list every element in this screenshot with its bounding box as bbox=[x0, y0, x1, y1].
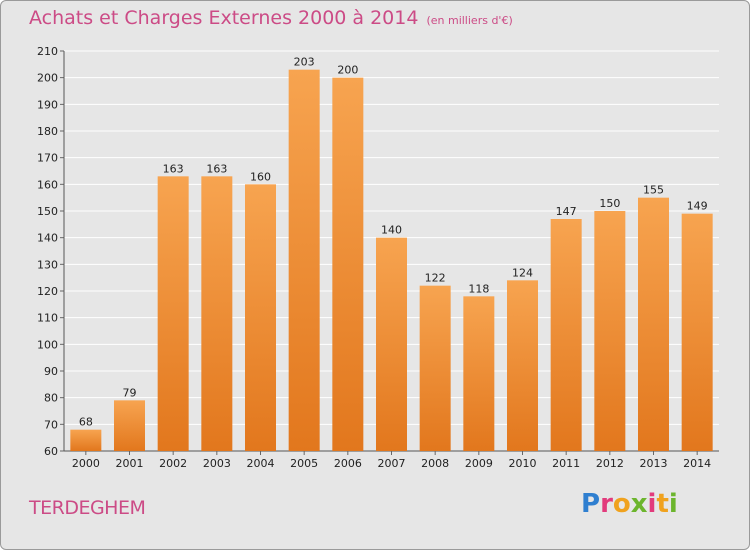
bar-value-label: 79 bbox=[123, 386, 137, 399]
bar-value-label: 163 bbox=[206, 162, 227, 175]
x-tick-label: 2008 bbox=[421, 457, 449, 470]
x-tick-label: 2002 bbox=[159, 457, 187, 470]
y-tick-label: 120 bbox=[37, 285, 58, 298]
logo-letter: i bbox=[668, 489, 678, 519]
bar-value-label: 68 bbox=[79, 416, 93, 429]
x-tick-label: 2000 bbox=[72, 457, 100, 470]
bar-value-label: 160 bbox=[250, 170, 271, 183]
bar bbox=[114, 400, 145, 451]
x-tick-label: 2006 bbox=[334, 457, 362, 470]
bar bbox=[594, 211, 626, 451]
y-tick-label: 80 bbox=[44, 392, 58, 405]
y-tick-label: 70 bbox=[44, 418, 58, 431]
y-tick-label: 150 bbox=[37, 205, 58, 218]
bar bbox=[681, 213, 713, 451]
bar bbox=[201, 176, 233, 452]
logo-letter: i bbox=[647, 489, 657, 519]
y-tick-label: 210 bbox=[37, 45, 58, 58]
x-tick-label: 2014 bbox=[683, 457, 711, 470]
x-tick-label: 2011 bbox=[552, 457, 580, 470]
logo-letter: x bbox=[630, 489, 648, 519]
chart-title: Achats et Charges Externes 2000 à 2014 (e… bbox=[29, 7, 513, 29]
x-tick-label: 2001 bbox=[116, 457, 144, 470]
place-name: TERDEGHEM bbox=[29, 497, 146, 519]
bar bbox=[288, 69, 320, 452]
y-tick-label: 170 bbox=[37, 152, 58, 165]
x-tick-label: 2004 bbox=[247, 457, 275, 470]
x-tick-label: 2007 bbox=[378, 457, 406, 470]
bar-value-label: 203 bbox=[294, 56, 315, 69]
x-tick-label: 2005 bbox=[290, 457, 318, 470]
bar bbox=[463, 296, 495, 451]
bar bbox=[157, 176, 189, 452]
bar bbox=[550, 219, 582, 451]
chart-title-text: Achats et Charges Externes 2000 à 2014 bbox=[29, 7, 419, 29]
y-tick-label: 90 bbox=[44, 365, 58, 378]
bar-value-label: 122 bbox=[425, 272, 446, 285]
bar bbox=[245, 184, 276, 452]
bar-value-label: 155 bbox=[643, 184, 664, 197]
y-tick-label: 100 bbox=[37, 338, 58, 351]
y-tick-label: 180 bbox=[37, 125, 58, 138]
y-tick-label: 60 bbox=[44, 445, 58, 458]
logo-letter: o bbox=[612, 489, 631, 519]
bar bbox=[332, 77, 364, 452]
y-tick-label: 190 bbox=[37, 98, 58, 111]
y-tick-label: 140 bbox=[37, 232, 58, 245]
logo-letter: r bbox=[600, 489, 613, 519]
bar-value-label: 200 bbox=[337, 64, 358, 77]
x-tick-label: 2013 bbox=[640, 457, 668, 470]
bar bbox=[638, 197, 669, 451]
y-tick-label: 160 bbox=[37, 178, 58, 191]
x-tick-label: 2010 bbox=[509, 457, 537, 470]
bar bbox=[419, 285, 451, 451]
x-tick-label: 2009 bbox=[465, 457, 493, 470]
logo-letter: t bbox=[656, 489, 669, 519]
bar-value-label: 163 bbox=[163, 162, 184, 175]
y-tick-label: 130 bbox=[37, 258, 58, 271]
x-tick-label: 2012 bbox=[596, 457, 624, 470]
logo-letter: P bbox=[581, 489, 601, 519]
bar-value-label: 124 bbox=[512, 266, 533, 279]
chart-unit: (en milliers d'€) bbox=[426, 14, 513, 27]
bar-value-label: 147 bbox=[556, 205, 577, 218]
y-tick-label: 110 bbox=[37, 312, 58, 325]
bar bbox=[376, 237, 407, 451]
proxiti-logo: Proxiti bbox=[581, 489, 678, 519]
bar-value-label: 150 bbox=[599, 197, 620, 210]
bar-value-label: 118 bbox=[468, 282, 489, 295]
bar bbox=[70, 429, 102, 451]
bar-value-label: 149 bbox=[687, 200, 708, 213]
bar bbox=[507, 280, 538, 451]
bar-value-label: 140 bbox=[381, 224, 402, 237]
y-tick-label: 200 bbox=[37, 72, 58, 85]
x-tick-label: 2003 bbox=[203, 457, 231, 470]
